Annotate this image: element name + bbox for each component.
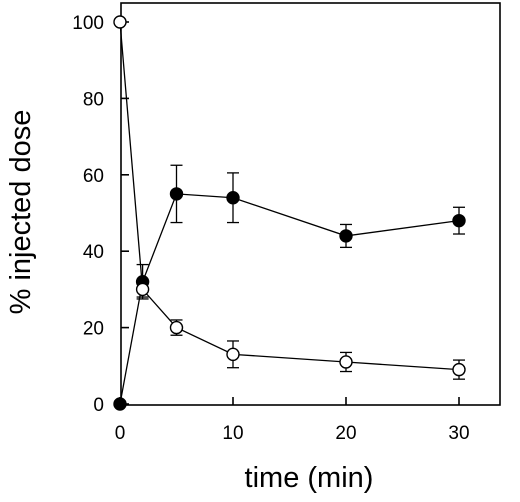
x-tick-label: 30 — [448, 423, 469, 444]
series-layer — [113, 15, 466, 411]
y-tick-label: 80 — [83, 89, 104, 110]
y-tick-label: 20 — [83, 319, 104, 340]
x-tick-label: 20 — [335, 423, 356, 444]
data-point — [226, 191, 240, 205]
y-tick-label: 0 — [93, 395, 104, 416]
x-axis-label: time (min) — [245, 462, 374, 494]
plot-frame — [120, 2, 501, 406]
x-tick-label: 10 — [222, 423, 243, 444]
data-point — [113, 15, 127, 29]
y-tick-label: 40 — [83, 242, 104, 263]
x-axis: 0 10 20 30 — [115, 397, 470, 444]
y-tick-label: 60 — [83, 166, 104, 187]
y-axis: 0 20 40 60 80 100 — [72, 13, 129, 416]
x-tick-label: 0 — [115, 423, 126, 444]
data-point — [339, 229, 353, 243]
data-point — [169, 320, 184, 335]
data-point — [339, 355, 353, 369]
series-line — [119, 193, 460, 405]
series-line — [119, 21, 460, 371]
data-point — [452, 213, 466, 228]
data-point — [226, 347, 240, 362]
series-2 — [113, 15, 466, 380]
series-1 — [113, 164, 466, 411]
data-point — [169, 187, 184, 201]
data-point — [135, 282, 150, 297]
y-axis-label: % injected dose — [5, 110, 37, 315]
data-point — [452, 362, 466, 377]
y-tick-label: 100 — [72, 13, 104, 34]
data-point — [113, 397, 127, 411]
